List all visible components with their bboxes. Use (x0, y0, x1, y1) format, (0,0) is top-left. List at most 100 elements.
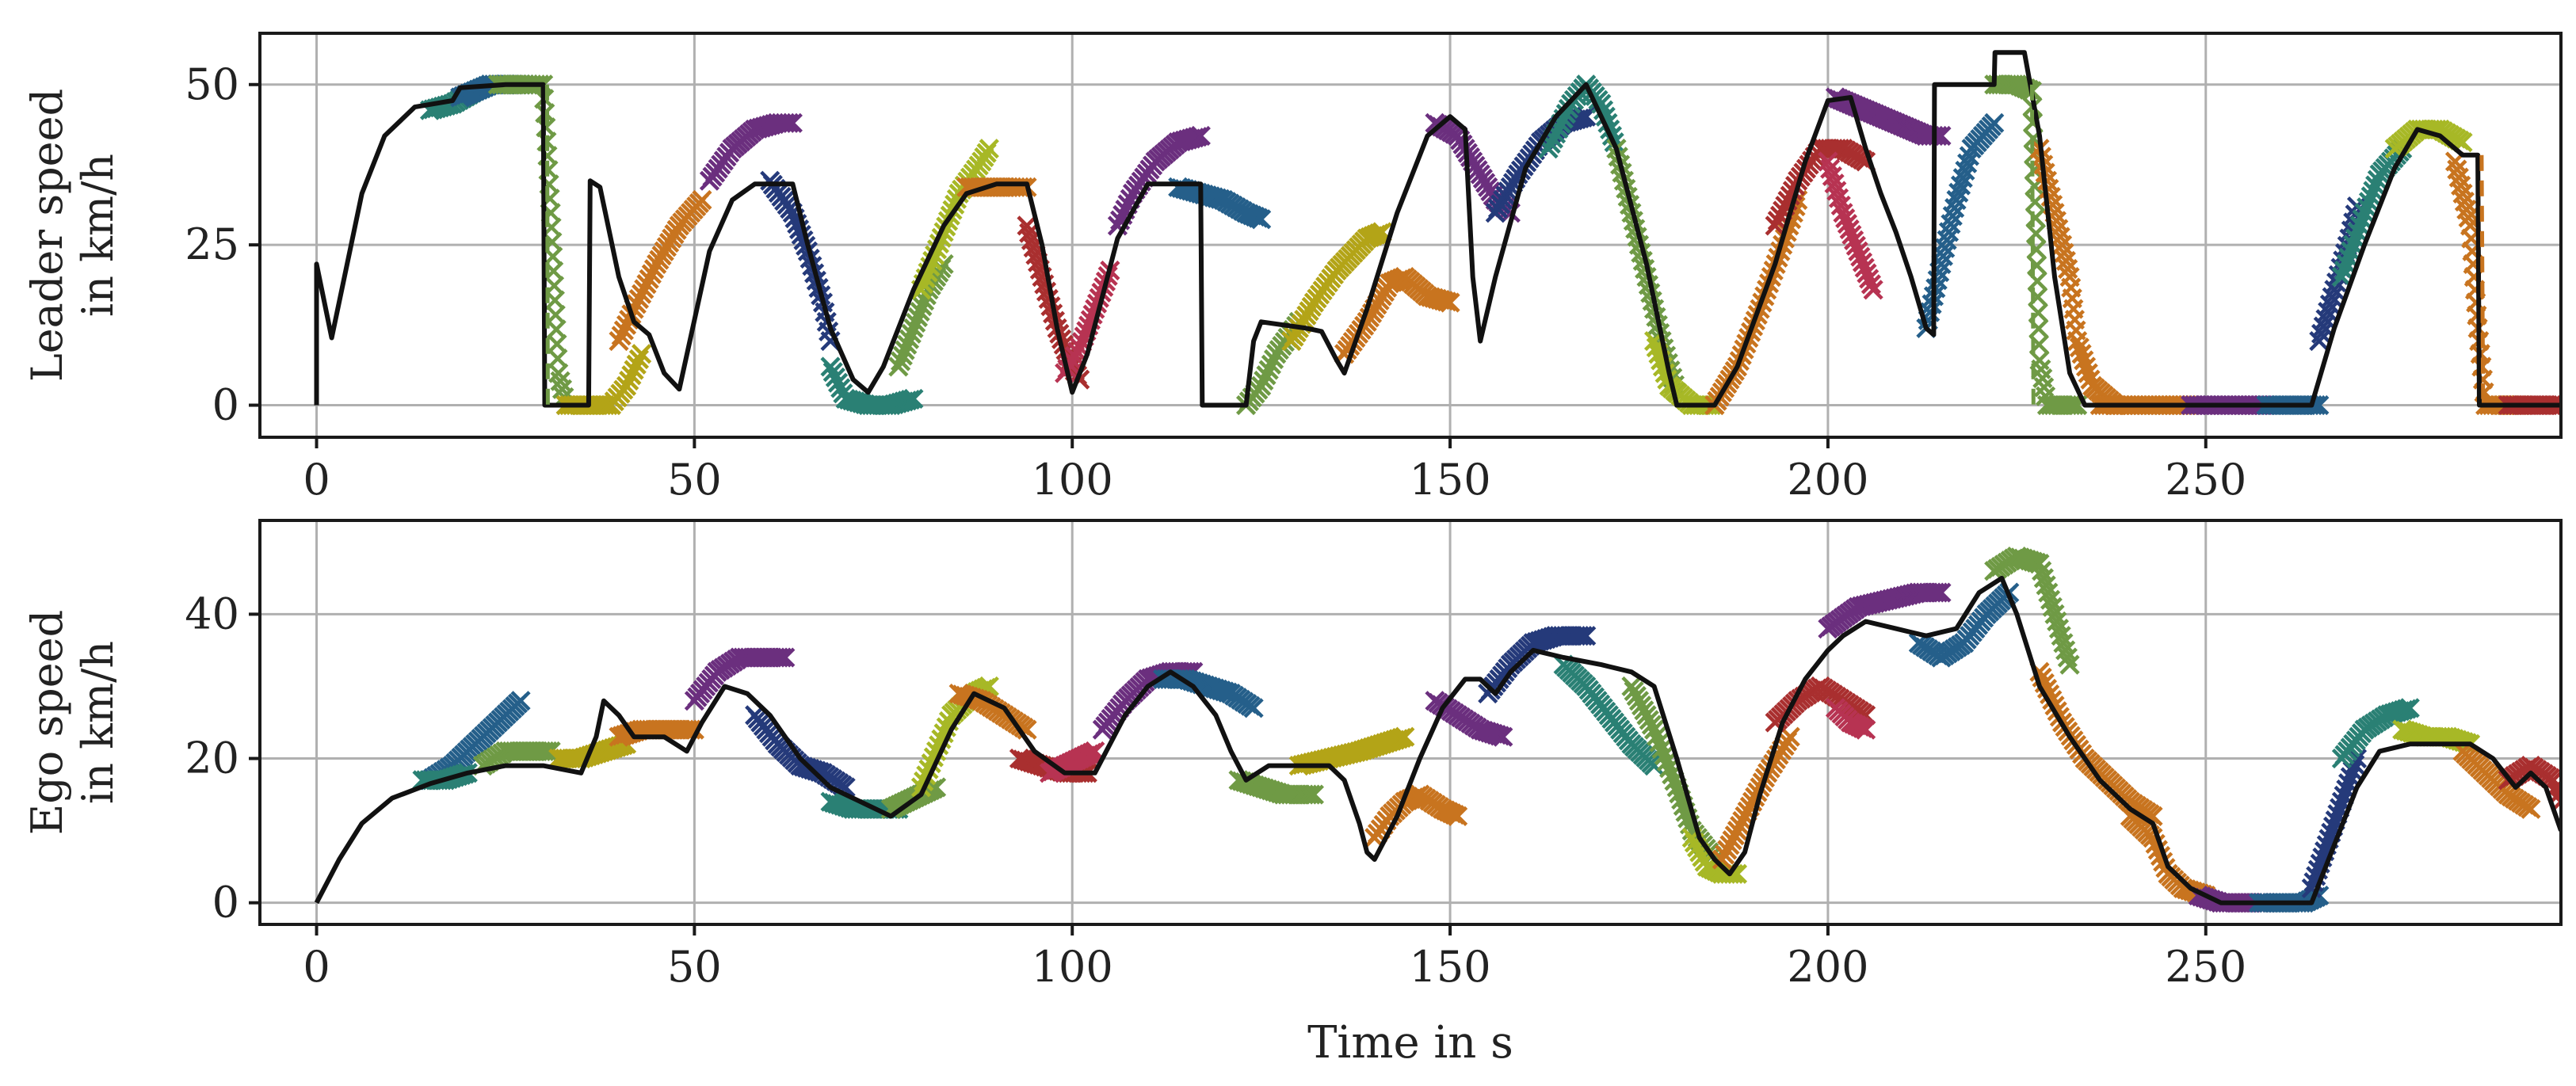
ego-marker-green-4 (1654, 745, 1674, 766)
leader-line-green-dashed (544, 84, 550, 406)
ego-series-purple-4 (1818, 582, 1952, 639)
leader-marker-purple-1 (782, 112, 803, 133)
leader-marker-green-2 (901, 323, 922, 344)
ego-ylabel-line2: in km/h (73, 641, 123, 804)
ego-series-navy-1 (745, 705, 856, 798)
leader-series-navy-2 (1485, 106, 1597, 223)
leader-marker-orange-1 (692, 189, 712, 211)
leader-marker-red-3 (2551, 394, 2561, 416)
leader-series-yellowgreen-1 (910, 139, 999, 300)
leader-xtick-label-0: 0 (303, 455, 330, 505)
leader-ylabel-line2: in km/h (73, 154, 123, 317)
leader-marker-green-3 (1258, 360, 1279, 380)
leader-marker-teal-4 (2343, 234, 2364, 255)
ego-series-purple-1 (684, 647, 796, 711)
ego-marker-green-3 (1300, 784, 1321, 805)
ego-series-teal-3 (1553, 654, 1665, 776)
leader-marker-green-2 (891, 351, 911, 372)
ego-marker-green-1 (534, 741, 555, 762)
leader-ticks: 0 50 100 150 200 250 0 25 50 (185, 59, 2246, 505)
leader-marker-teal-4 (2347, 222, 2368, 242)
leader-marker-green-5 (2026, 239, 2047, 260)
leader-marker-teal-4 (2365, 175, 2386, 196)
ego-series (314, 546, 2561, 913)
ego-axes-frame (258, 519, 2563, 926)
leader-marker-green-5 (2026, 255, 2047, 276)
ego-series-orange-5 (2029, 661, 2163, 826)
leader-marker-crimson-2 (1833, 203, 1853, 223)
leader-marker-orange-5 (2078, 363, 2098, 383)
leader-xtick-label-150: 150 (1410, 455, 1491, 505)
leader-series-orange-4 (1704, 189, 1808, 416)
leader-marker-orange-1 (613, 320, 634, 341)
leader-series-blue-3 (1916, 112, 2005, 338)
leader-marker-blue-2 (1251, 209, 1272, 230)
leader-marker-teal-4 (2354, 203, 2375, 223)
ego-marker-green-4 (1643, 719, 1665, 740)
leader-marker-orange-5 (2074, 350, 2094, 371)
leader-line-black (314, 50, 2561, 408)
leader-grid (260, 33, 2561, 437)
ego-marker-navy-3 (2340, 767, 2360, 787)
ego-marker-blue-2 (1243, 698, 1264, 718)
leader-marker-olive-1 (624, 360, 644, 380)
leader-marker-crimson-2 (1835, 208, 1856, 229)
ego-marker-orange-4 (1780, 726, 1800, 747)
leader-plot-area (314, 50, 2561, 416)
ego-line-black (314, 575, 2561, 905)
leader-marker-crimson-2 (1839, 219, 1860, 240)
leader-marker-teal-4 (2363, 181, 2383, 201)
leader-marker-olive-1 (632, 344, 652, 364)
ego-marker-purple-1 (772, 647, 792, 668)
ego-marker-crimson-2 (1856, 719, 1876, 740)
ego-ytick-label-40: 40 (185, 589, 239, 638)
leader-marker-blue-4 (2306, 394, 2326, 416)
leader-marker-crimson-2 (1845, 235, 1866, 256)
ego-marker-purple-4 (1928, 582, 1948, 603)
ego-series-navy-2 (1478, 626, 1597, 704)
leader-ytick-label-50: 50 (185, 59, 239, 109)
ego-xtick-label-150: 150 (1410, 942, 1491, 992)
ego-series-teal-4 (2331, 698, 2420, 769)
leader-marker-green-2 (903, 318, 924, 338)
ego-marker-navy-2 (1572, 626, 1593, 646)
leader-marker-green-2 (895, 340, 915, 360)
leader-series-purple-1 (699, 112, 803, 191)
leader-marker-orange-5 (2069, 337, 2089, 358)
leader-marker-crimson-2 (1844, 230, 1864, 250)
leader-marker-teal-4 (2331, 267, 2353, 288)
leader-line-green-dashed-2 (2029, 84, 2036, 406)
leader-marker-green-5 (2060, 394, 2081, 416)
leader-marker-green-2 (907, 307, 928, 328)
leader-marker-teal-4 (2358, 192, 2379, 212)
leader-marker-teal-4 (2349, 215, 2370, 236)
leader-series (314, 50, 2561, 416)
leader-marker-teal-2 (822, 362, 843, 383)
ego-marker-green-1 (537, 741, 558, 762)
ego-xtick-label-50: 50 (667, 942, 722, 992)
ego-marker-green-4 (1647, 726, 1667, 746)
ego-marker-orange-5 (2040, 684, 2060, 705)
ego-grid (260, 520, 2561, 924)
leader-marker-crimson-2 (1859, 269, 1880, 289)
leader-marker-green-2 (912, 296, 933, 317)
ego-marker-yellowgreen-1 (933, 723, 954, 744)
ego-marker-olive-2 (1395, 726, 1415, 747)
ego-marker-orange-7 (2521, 798, 2541, 819)
ego-marker-navy-2 (1576, 626, 1597, 646)
leader-marker-crimson-2 (1837, 213, 1858, 234)
ego-ytick-label-0: 0 (212, 878, 239, 928)
leader-marker-crimson-2 (1841, 224, 1862, 246)
ego-series-green-5 (1984, 546, 2080, 675)
leader-marker-teal-2 (825, 367, 845, 388)
leader-marker-teal-4 (2345, 228, 2366, 249)
leader-axes-frame (258, 32, 2563, 439)
ego-ticks: 0 50 100 150 200 250 0 20 40 (185, 589, 2246, 992)
ego-xtick-label-250: 250 (2165, 942, 2246, 992)
leader-marker-crimson-2 (1852, 252, 1873, 272)
leader-marker-blue-3 (1984, 112, 2005, 133)
leader-series-orange-7 (2444, 151, 2533, 416)
leader-marker-crimson-2 (1850, 246, 1871, 267)
leader-marker-olive-1 (621, 365, 642, 386)
leader-marker-crimson-2 (1860, 274, 1882, 295)
